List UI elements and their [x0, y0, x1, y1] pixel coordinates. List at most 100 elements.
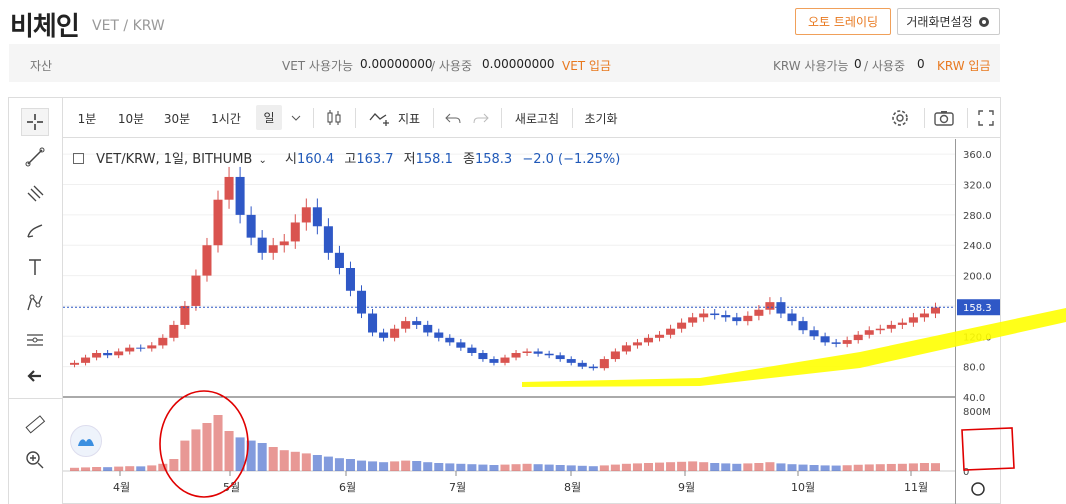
redo-icon[interactable]	[470, 98, 492, 138]
price-chart[interactable]: 4월 5월 6월 7월 8월 9월 10월 11월	[63, 139, 955, 504]
auto-trading-button[interactable]: 오토 트레이딩	[795, 8, 891, 35]
volume-bar	[599, 465, 609, 471]
volume-bar	[136, 466, 146, 471]
volume-bar	[301, 453, 311, 471]
candle	[257, 237, 267, 253]
vet-in-use-value: 0.00000000	[482, 57, 555, 71]
asset-label: 자산	[30, 59, 53, 73]
chart-legend: VET/KRW, 1일, BITHUMB ⌄ 시160.4 고163.7 저15…	[73, 148, 620, 167]
candle	[853, 334, 863, 341]
drawing-toolbar	[9, 98, 63, 504]
volume-bar	[632, 463, 642, 471]
volume-bar	[610, 464, 620, 471]
candle	[147, 345, 157, 349]
candle	[842, 340, 852, 344]
legend-open: 160.4	[296, 152, 335, 167]
volume-bar	[390, 461, 400, 471]
volume-bar	[588, 466, 598, 471]
indicator-button[interactable]: 지표	[397, 111, 421, 126]
krw-deposit-link[interactable]: KRW 입금	[937, 59, 991, 73]
interval-1m[interactable]: 1분	[77, 111, 97, 126]
vet-deposit-link[interactable]: VET 입금	[562, 59, 612, 73]
interval-30m[interactable]: 30분	[163, 111, 191, 126]
legend-low: 158.1	[415, 152, 453, 167]
fib-tool-icon[interactable]	[21, 180, 49, 208]
crosshair-icon[interactable]	[21, 108, 49, 136]
y-tick-label: 200.0	[963, 272, 992, 283]
volume-bar	[103, 467, 113, 471]
refresh-button[interactable]: 새로고침	[514, 111, 560, 126]
reset-button[interactable]: 초기화	[584, 111, 618, 126]
volume-bar	[511, 464, 521, 471]
y-tick-label: 80.0	[963, 363, 985, 374]
legend-low-label: 저	[403, 152, 416, 167]
chevron-down-icon[interactable]	[288, 98, 304, 138]
text-tool-icon[interactable]	[21, 253, 49, 281]
legend-close: 158.3	[474, 152, 513, 167]
interval-10m[interactable]: 10분	[117, 111, 145, 126]
candle	[445, 337, 455, 343]
candle	[798, 321, 808, 331]
volume-bar	[70, 467, 80, 471]
zoom-in-icon[interactable]	[21, 446, 49, 474]
volume-bar	[655, 462, 665, 471]
legend-symbol[interactable]: VET/KRW, 1일, BITHUMB	[96, 152, 253, 167]
back-arrow-icon[interactable]	[21, 362, 49, 390]
volume-bar	[368, 461, 378, 471]
candle	[334, 252, 344, 268]
volume-bar	[412, 461, 422, 471]
pattern-tool-icon[interactable]	[21, 289, 49, 317]
volume-bar	[423, 462, 433, 471]
pair-label: VET / KRW	[92, 18, 165, 34]
candle	[456, 342, 466, 348]
candle	[787, 313, 797, 322]
volume-bar	[224, 431, 234, 471]
interval-1h[interactable]: 1시간	[211, 111, 241, 126]
candle	[390, 328, 400, 338]
candle-style-icon[interactable]	[322, 98, 346, 138]
vet-available-value: 0.00000000	[360, 57, 433, 71]
interval-1d[interactable]: 일	[256, 105, 282, 130]
ruler-icon[interactable]	[21, 410, 49, 438]
x-tick-label: 5월	[223, 481, 240, 494]
candle	[610, 351, 620, 360]
volume-bar	[489, 465, 499, 471]
page-title: 비체인	[10, 12, 80, 42]
brush-icon[interactable]	[21, 217, 49, 245]
undo-icon[interactable]	[442, 98, 464, 138]
fullscreen-icon[interactable]	[972, 98, 1000, 138]
settings-gear-icon[interactable]	[885, 98, 915, 138]
candle	[81, 357, 91, 363]
measure-icon[interactable]	[21, 326, 49, 354]
candle	[721, 315, 731, 318]
legend-high: 163.7	[356, 152, 394, 167]
volume-bar	[699, 462, 709, 471]
volume-bar	[754, 463, 764, 471]
candle	[544, 353, 554, 356]
layout-settings-button[interactable]: 거래화면설정	[897, 8, 1000, 35]
candle	[345, 268, 355, 291]
volume-bar	[268, 447, 278, 471]
candle	[158, 337, 168, 346]
candle	[379, 332, 389, 338]
trendline-icon[interactable]	[21, 143, 49, 171]
candle	[92, 352, 102, 358]
volume-indicator-icon[interactable]	[70, 425, 102, 457]
candle	[776, 302, 786, 314]
volume-bar	[92, 467, 102, 471]
volume-bar	[919, 463, 929, 471]
volume-bar	[257, 443, 267, 471]
x-tick-label: 6월	[339, 481, 356, 494]
volume-bar	[456, 463, 466, 471]
volume-bar	[787, 464, 797, 471]
candle	[114, 351, 124, 356]
volume-bar	[213, 415, 223, 471]
y-tick-label: 280.0	[963, 211, 992, 222]
legend-close-label: 종	[463, 152, 475, 167]
price-axis[interactable]: 40.080.0120.0160.0200.0240.0280.0320.036…	[955, 139, 1000, 504]
indicator-icon[interactable]	[366, 98, 394, 138]
collapse-legend-icon[interactable]	[73, 153, 84, 164]
camera-icon[interactable]	[929, 98, 959, 138]
volume-bar	[864, 464, 874, 471]
axis-settings-icon[interactable]	[971, 482, 985, 496]
